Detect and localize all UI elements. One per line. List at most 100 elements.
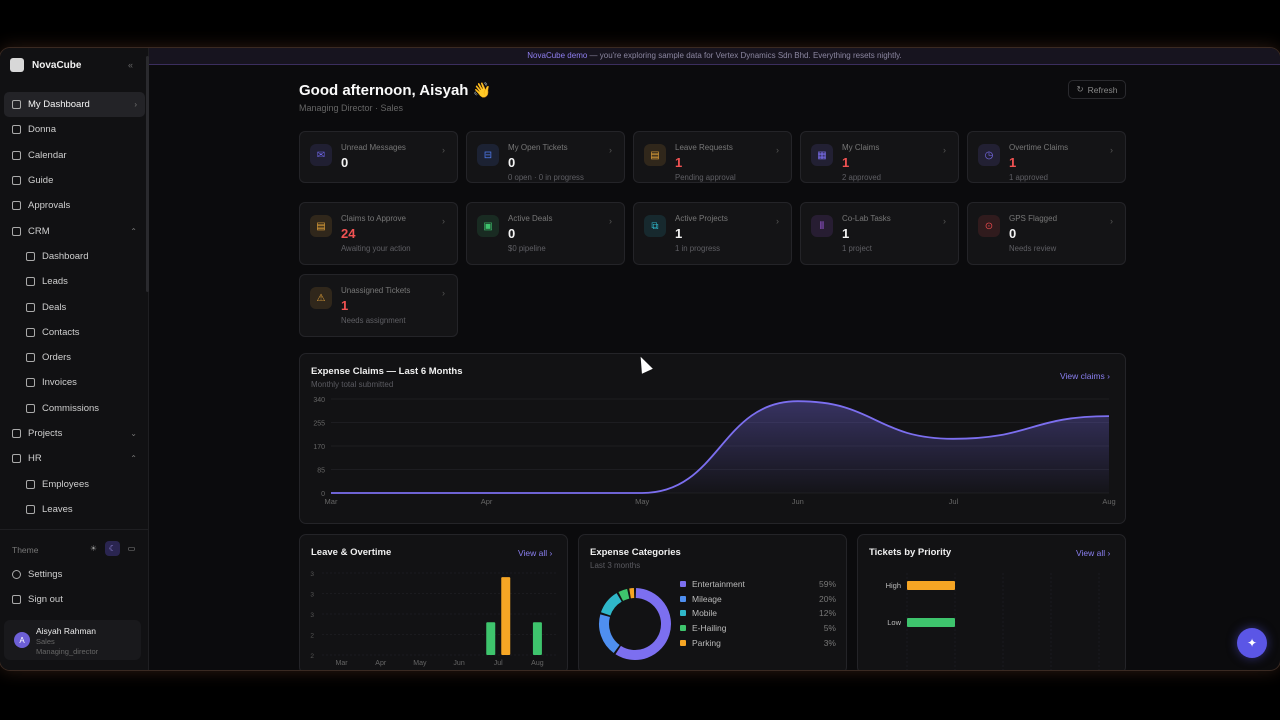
warning-icon: ⚠ <box>310 287 332 309</box>
people-icon <box>12 454 21 464</box>
sidebar-item-employees[interactable]: Employees <box>4 471 145 496</box>
stat-card-overtime-claims[interactable]: ◷ Overtime Claims 1 1 approved › <box>967 131 1126 183</box>
chevron-right-icon[interactable]: › <box>134 100 137 110</box>
book-icon <box>12 176 21 186</box>
sidebar-item-hr[interactable]: HR ⌃ <box>4 446 145 471</box>
settings-link[interactable]: Settings <box>4 562 145 587</box>
legend-label: E-Hailing <box>692 623 727 634</box>
sidebar-item-commissions[interactable]: Commissions <box>4 396 145 421</box>
user-profile[interactable]: A Aisyah Rahman Sales Managing_director <box>4 620 141 660</box>
sidebar-item-leaves[interactable]: Leaves <box>4 497 145 522</box>
sidebar-item-label: Leads <box>42 276 68 288</box>
legend-percent: 20% <box>818 593 836 604</box>
y-tick-label: 3 <box>310 571 314 578</box>
mail-icon: ✉ <box>310 144 332 166</box>
monitor-icon[interactable]: ▭ <box>127 544 136 553</box>
legend-item: Mileage <box>680 594 722 604</box>
sidebar-item-label: My Dashboard <box>28 99 90 111</box>
expense-claims-panel: Expense Claims — Last 6 Months Monthly t… <box>299 353 1126 524</box>
sidebar-item-my-dashboard[interactable]: My Dashboard › <box>4 92 145 118</box>
stat-label: My Claims <box>842 143 880 152</box>
tickets-priority-panel: Tickets by Priority View all › 01234High… <box>857 534 1126 670</box>
y-tick-label: 2 <box>310 653 314 660</box>
ai-assistant-button[interactable]: ✦ <box>1237 628 1267 658</box>
sidebar-item-label: Contacts <box>42 326 80 338</box>
refresh-button[interactable]: ↻ Refresh <box>1068 80 1126 99</box>
stat-card-unread-messages[interactable]: ✉ Unread Messages 0 › <box>299 131 458 183</box>
chevron-right-icon: › <box>1110 216 1113 226</box>
stat-label: Active Deals <box>508 214 553 223</box>
chevron-up-icon[interactable]: ⌃ <box>130 454 137 464</box>
legend-swatch <box>680 581 686 587</box>
sidebar-item-contacts[interactable]: Contacts <box>4 320 145 345</box>
tickets-view-all-link[interactable]: View all › <box>1076 548 1111 558</box>
stat-card-gps-flagged[interactable]: ⊙ GPS Flagged 0 Needs review › <box>967 202 1126 265</box>
donut-slice[interactable] <box>615 588 671 660</box>
stat-value: 0 <box>1009 226 1017 241</box>
employee-icon <box>26 479 35 489</box>
donut-slice[interactable] <box>600 593 622 616</box>
app-window: NovaCube « My Dashboard › Donna Calendar Gui… <box>0 48 1280 670</box>
sidebar-item-approvals[interactable]: Approvals <box>4 193 145 218</box>
chevron-right-icon: › <box>442 288 445 298</box>
stat-value: 24 <box>341 226 356 241</box>
sidebar-item-donna[interactable]: Donna <box>4 117 145 142</box>
stat-card-my-claims[interactable]: ▦ My Claims 1 2 approved › <box>800 131 959 183</box>
sparkle-icon: ✦ <box>1246 636 1258 650</box>
sun-icon[interactable]: ☀ <box>89 544 98 553</box>
priority-bar[interactable] <box>907 581 955 590</box>
leave-chart-title: Leave & Overtime <box>311 547 392 558</box>
sidebar: NovaCube « My Dashboard › Donna Calendar Gui… <box>0 48 149 670</box>
donut-slice[interactable] <box>599 614 620 654</box>
moon-icon[interactable]: ☾ <box>105 541 120 556</box>
priority-bar[interactable] <box>907 618 955 627</box>
sidebar-scrollbar[interactable] <box>146 56 149 292</box>
legend-label: Mileage <box>692 593 722 604</box>
folder-icon <box>12 429 21 438</box>
x-tick-label: Apr <box>481 497 493 506</box>
stat-sub: 1 project <box>842 244 872 253</box>
view-claims-link[interactable]: View claims › <box>1060 371 1110 381</box>
sidebar-item-leads[interactable]: Leads <box>4 269 145 294</box>
stat-card-active-deals[interactable]: ▣ Active Deals 0 $0 pipeline › <box>466 202 625 265</box>
sidebar-item-orders[interactable]: Orders <box>4 345 145 370</box>
leave-bar[interactable] <box>532 622 542 655</box>
banner-brand[interactable]: NovaCube demo <box>527 51 588 60</box>
x-tick-label: Apr <box>375 660 387 667</box>
sidebar-item-dashboard[interactable]: Dashboard <box>4 244 145 269</box>
collapse-sidebar-icon[interactable]: « <box>128 60 134 70</box>
x-tick-label: Jun <box>792 497 804 506</box>
categories-donut-chart <box>599 588 671 660</box>
sidebar-item-projects[interactable]: Projects ⌄ <box>4 421 145 446</box>
sidebar-item-deals[interactable]: Deals <box>4 294 145 319</box>
stat-card-my-open-tickets[interactable]: ⊟ My Open Tickets 0 0 open · 0 in progre… <box>466 131 625 183</box>
user-name: Aisyah Rahman <box>36 626 97 636</box>
sidebar-item-calendar[interactable]: Calendar <box>4 143 145 168</box>
leaf-icon <box>26 504 35 514</box>
stat-card-unassigned-tickets[interactable]: ⚠ Unassigned Tickets 1 Needs assignment … <box>299 274 458 337</box>
stat-card-leave-requests[interactable]: ▤ Leave Requests 1 Pending approval › <box>633 131 792 183</box>
donut-slice[interactable] <box>618 588 630 601</box>
stat-value: 1 <box>341 298 349 313</box>
wallet-icon <box>26 403 35 413</box>
stat-label: Claims to Approve <box>341 214 406 223</box>
leave-view-all-link[interactable]: View all › <box>518 548 553 558</box>
sidebar-item-invoices[interactable]: Invoices <box>4 370 145 395</box>
chevron-up-icon[interactable]: ⌃ <box>130 226 137 236</box>
demo-banner: NovaCube demo — you're exploring sample … <box>149 48 1280 65</box>
stat-card-co-lab-tasks[interactable]: ⦀ Co-Lab Tasks 1 1 project › <box>800 202 959 265</box>
stat-sub: $0 pipeline <box>508 244 546 253</box>
sidebar-item-guide[interactable]: Guide <box>4 168 145 193</box>
stat-value: 1 <box>675 226 683 241</box>
sidebar-item-label: HR <box>28 453 42 465</box>
sign-out-link[interactable]: Sign out <box>4 587 145 612</box>
leave-bar[interactable] <box>501 577 511 655</box>
brand[interactable]: NovaCube <box>10 58 81 72</box>
stat-card-active-projects[interactable]: ⧉ Active Projects 1 1 in progress › <box>633 202 792 265</box>
chevron-down-icon[interactable]: ⌄ <box>130 429 137 438</box>
leave-bar[interactable] <box>486 622 496 655</box>
stat-card-claims-to-approve[interactable]: ▤ Claims to Approve 24 Awaiting your act… <box>299 202 458 265</box>
sparkle-icon <box>12 125 21 135</box>
user-role-subtitle: Managing Director · Sales <box>299 103 404 113</box>
sidebar-item-crm[interactable]: CRM ⌃ <box>4 218 145 243</box>
